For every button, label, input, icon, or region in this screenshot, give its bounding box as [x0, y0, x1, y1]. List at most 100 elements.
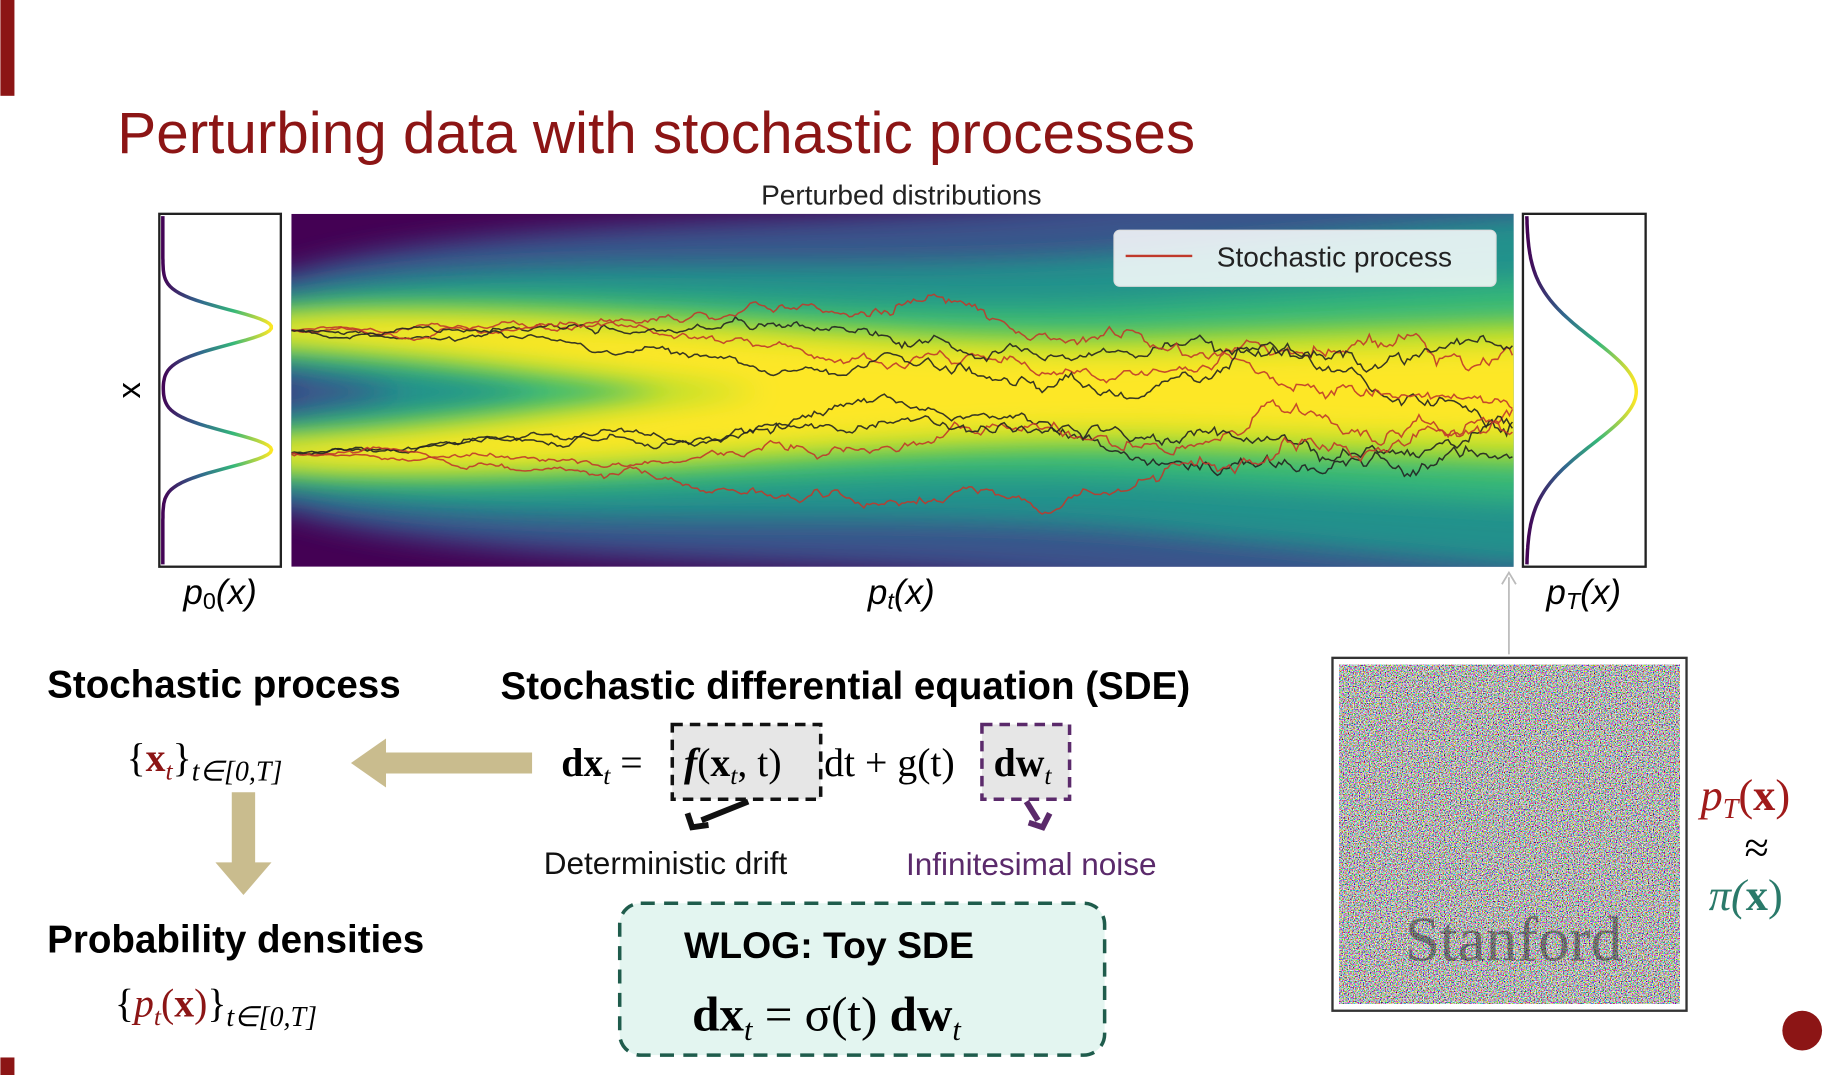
math: x — [710, 741, 730, 785]
math-sub: 0 — [203, 588, 216, 614]
math: x — [1753, 770, 1775, 820]
trajectory — [291, 315, 1514, 438]
p0-density-curve — [161, 216, 274, 565]
math: } — [207, 982, 226, 1026]
trajectory — [291, 415, 1514, 463]
toy-sde-heading: WLOG: Toy SDE — [684, 924, 974, 966]
section-heading: Probability densities — [47, 918, 424, 961]
noise-image — [1339, 664, 1680, 1004]
accent-bar — [0, 0, 15, 96]
math: dw — [890, 987, 953, 1042]
math: dx — [692, 987, 744, 1042]
sde-middle: dt + g(t) — [824, 741, 955, 785]
math: (x) — [216, 573, 257, 612]
toy-sde-box — [617, 901, 1107, 1057]
math-sub: T — [1723, 794, 1741, 825]
sde-lhs: dxt = — [561, 741, 642, 790]
math-sub: t — [887, 588, 895, 614]
legend-box — [1113, 229, 1497, 287]
section-heading: Stochastic process — [47, 664, 401, 707]
math: , t) — [737, 741, 781, 785]
math: = σ(t) — [752, 987, 889, 1042]
math: π( — [1709, 870, 1749, 920]
math: ) — [1775, 770, 1790, 820]
math: ) — [194, 982, 207, 1026]
math: ) — [1768, 870, 1783, 920]
connector-arrowhead — [1501, 570, 1517, 585]
band-shape — [291, 344, 1514, 466]
math: { — [115, 982, 134, 1026]
drift-label: Deterministic drift — [544, 845, 788, 881]
trajectory — [291, 293, 1513, 410]
math-sub: t — [1044, 761, 1052, 790]
math: { — [127, 736, 146, 780]
noise-box — [980, 722, 1072, 801]
noise-arrowhead — [1027, 811, 1053, 831]
watermark: Stanford — [1405, 904, 1622, 974]
math: p — [182, 573, 203, 612]
math-sub: t — [166, 756, 174, 785]
math-sub: t — [952, 1013, 962, 1047]
math-sub: t — [744, 1013, 754, 1047]
math: p — [1698, 770, 1723, 820]
axis-label: x — [110, 382, 147, 398]
pt-label: pt(x) — [867, 573, 935, 614]
p0-label: p0(x) — [182, 573, 256, 614]
drift-arrow — [700, 798, 750, 823]
trajectories — [291, 293, 1514, 515]
math: x — [146, 736, 166, 780]
drift-box — [670, 722, 823, 801]
math: (x) — [1580, 573, 1621, 612]
sde-noise: dwt — [994, 741, 1053, 790]
math-expression: {xt}t∈[0,T] — [127, 736, 283, 787]
pT-panel — [1521, 212, 1647, 568]
math-sub: t∈[0,T] — [192, 757, 283, 788]
math: ( — [161, 982, 174, 1026]
math-sub: t∈[0,T] — [226, 1002, 317, 1033]
math-sub: T — [1566, 588, 1582, 614]
math: p — [867, 573, 888, 612]
trajectory — [291, 325, 1513, 400]
math-sub: t — [730, 761, 738, 790]
math: p — [1545, 573, 1566, 612]
prior-pT: pT(x) — [1698, 770, 1791, 825]
legend-label: Stochastic process — [1217, 241, 1452, 272]
plot-title: Perturbed distributions — [761, 179, 1041, 210]
pT-density-curve — [1525, 216, 1639, 565]
section-heading: Stochastic differential equation (SDE) — [501, 665, 1191, 708]
slide-title: Perturbing data with stochastic processe… — [117, 101, 1195, 166]
math-sub: t — [603, 761, 611, 790]
drift-arrowhead — [684, 812, 709, 831]
math: x — [1746, 870, 1768, 920]
math: dx — [561, 741, 603, 785]
trajectory — [291, 398, 1514, 469]
sde-drift: f(xt, t) — [684, 741, 782, 790]
noise-arrow — [1023, 800, 1041, 822]
prior-approx: ≈ — [1744, 822, 1768, 872]
pT-label: pT(x) — [1545, 573, 1621, 614]
math-sub: t — [154, 1002, 162, 1031]
math: p — [131, 982, 154, 1026]
math: ( — [697, 741, 710, 785]
trajectory — [291, 419, 1513, 515]
heatmap — [291, 213, 1514, 567]
arrow-down — [215, 792, 272, 896]
math: (x) — [894, 573, 935, 612]
logo — [1782, 1010, 1823, 1051]
p0-panel — [158, 212, 283, 568]
trajectory — [291, 393, 1513, 478]
density-band — [291, 318, 1514, 466]
toy-sde-equation: dxt = σ(t) dwt — [692, 987, 962, 1047]
accent-bar — [0, 1057, 15, 1075]
math: dw — [994, 741, 1045, 785]
prior-pi: π(x) — [1709, 870, 1783, 920]
math: = — [610, 741, 642, 785]
math: ( — [1738, 770, 1753, 820]
arrow-left — [350, 738, 533, 788]
math: x — [174, 982, 194, 1026]
math-expression: {pt(x)}t∈[0,T] — [115, 982, 317, 1033]
math: } — [173, 736, 192, 780]
math: f — [684, 741, 701, 785]
noise-label: Infinitesimal noise — [906, 846, 1157, 882]
